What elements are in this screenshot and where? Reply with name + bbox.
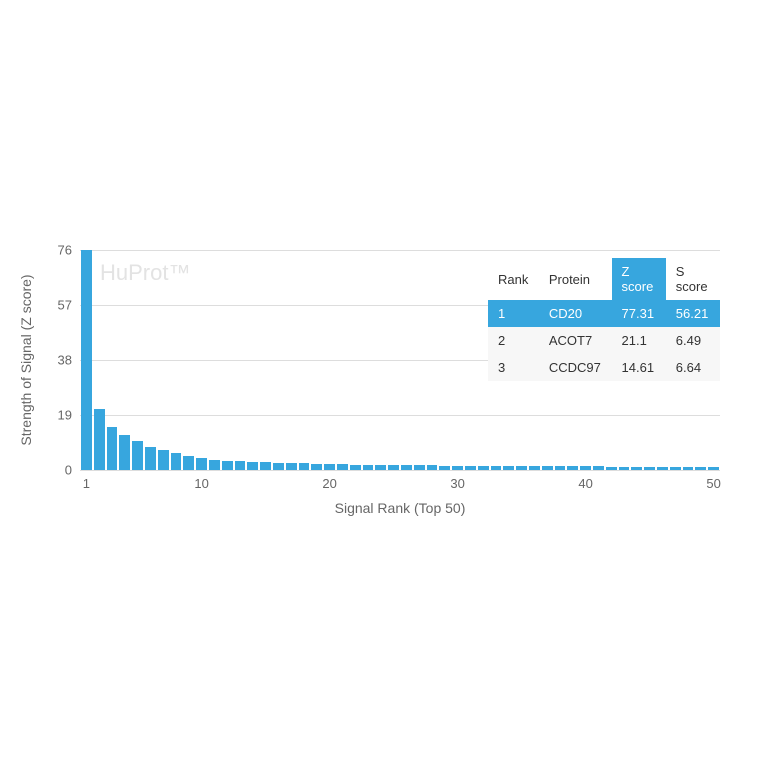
bar [452, 466, 463, 470]
bar [491, 466, 502, 470]
grid-line [80, 250, 720, 251]
bar [439, 466, 450, 470]
table-cell: ACOT7 [539, 327, 612, 354]
bar [363, 465, 374, 470]
table-cell: 14.61 [612, 354, 666, 381]
bar [695, 467, 706, 470]
bar [593, 466, 604, 470]
bar [657, 467, 668, 470]
chart-container: Strength of Signal (Z score) Signal Rank… [32, 250, 732, 550]
y-tick-label: 19 [42, 408, 72, 423]
bar [94, 409, 105, 470]
bar [606, 467, 617, 470]
table-cell: CD20 [539, 300, 612, 327]
bar [555, 466, 566, 470]
bar [683, 467, 694, 470]
bar [427, 465, 438, 470]
table-header-cell: Rank [488, 258, 539, 300]
data-table: RankProteinZ scoreS score1CD2077.3156.21… [488, 258, 720, 381]
bar [132, 441, 143, 470]
y-tick-label: 0 [42, 463, 72, 478]
bar [465, 466, 476, 470]
bar [478, 466, 489, 470]
bar [644, 467, 655, 470]
bar [350, 465, 361, 471]
x-tick-label: 40 [578, 476, 592, 491]
table-row: 1CD2077.3156.21 [488, 300, 720, 327]
table-header-row: RankProteinZ scoreS score [488, 258, 720, 300]
table-cell: 6.64 [666, 354, 720, 381]
bar [708, 467, 719, 470]
table-cell: CCDC97 [539, 354, 612, 381]
grid-line [80, 470, 720, 471]
table-header-cell: Protein [539, 258, 612, 300]
bar [337, 464, 348, 470]
bar [209, 460, 220, 470]
bar [286, 463, 297, 470]
bar [107, 427, 118, 470]
table-row: 3CCDC9714.616.64 [488, 354, 720, 381]
table-row: 2ACOT721.16.49 [488, 327, 720, 354]
table-cell: 77.31 [612, 300, 666, 327]
bar [670, 467, 681, 470]
grid-line [80, 415, 720, 416]
bar [414, 465, 425, 470]
x-tick-label: 10 [194, 476, 208, 491]
bar [299, 463, 310, 470]
table-cell: 2 [488, 327, 539, 354]
x-tick-label: 30 [450, 476, 464, 491]
bar [580, 466, 591, 470]
bar [81, 250, 92, 470]
bar [516, 466, 527, 470]
bar [567, 466, 578, 470]
bar [260, 462, 271, 470]
x-tick-label: 1 [83, 476, 90, 491]
y-tick-label: 76 [42, 243, 72, 258]
plot-area: HuProt™ RankProteinZ scoreS score1CD2077… [80, 250, 720, 470]
x-tick-label: 20 [322, 476, 336, 491]
bar [388, 465, 399, 470]
bar [145, 447, 156, 470]
y-tick-label: 57 [42, 298, 72, 313]
bar [375, 465, 386, 470]
x-tick-label: 50 [706, 476, 720, 491]
table-header-cell: Z score [612, 258, 666, 300]
table-cell: 21.1 [612, 327, 666, 354]
bar [235, 461, 246, 470]
table-cell: 3 [488, 354, 539, 381]
bar [119, 435, 130, 470]
table-cell: 6.49 [666, 327, 720, 354]
x-axis-label: Signal Rank (Top 50) [80, 500, 720, 516]
bar [222, 461, 233, 470]
y-tick-label: 38 [42, 353, 72, 368]
bar [401, 465, 412, 470]
bar [196, 458, 207, 470]
bar [311, 464, 322, 470]
table-header-cell: S score [666, 258, 720, 300]
bar [324, 464, 335, 470]
y-axis-label: Strength of Signal (Z score) [18, 274, 34, 445]
table-cell: 1 [488, 300, 539, 327]
bar [503, 466, 514, 470]
bar [619, 467, 630, 470]
bar [542, 466, 553, 470]
bar [247, 462, 258, 470]
bar [158, 450, 169, 470]
bar [631, 467, 642, 470]
bar [529, 466, 540, 470]
watermark-text: HuProt™ [100, 260, 190, 286]
table-cell: 56.21 [666, 300, 720, 327]
bar [273, 463, 284, 470]
bar [171, 453, 182, 470]
bar [183, 456, 194, 470]
